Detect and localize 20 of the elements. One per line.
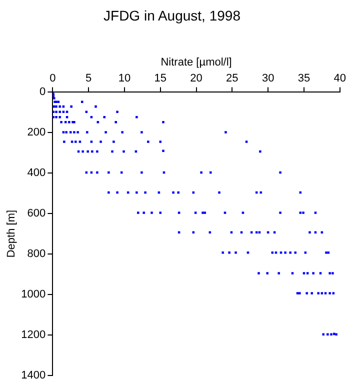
y-tick-label: 1000 xyxy=(21,288,46,301)
x-tick-label: 35 xyxy=(298,72,310,85)
x-tick-label: 40 xyxy=(334,72,346,85)
x-tick-label: 30 xyxy=(262,72,274,85)
y-tick-label: 0 xyxy=(40,86,46,98)
x-tick-label: 25 xyxy=(226,72,238,85)
y-tick-label: 1200 xyxy=(21,328,46,341)
x-tick-label: 5 xyxy=(86,72,92,85)
chart-title: JFDG in August, 1998 xyxy=(104,7,241,24)
x-tick-label: 0 xyxy=(50,72,56,85)
x-axis-title: Nitrate [µmol/l] xyxy=(160,56,232,68)
x-tick-label: 20 xyxy=(190,72,202,85)
y-tick-label: 800 xyxy=(27,248,46,260)
x-tick-label: 10 xyxy=(118,72,131,85)
x-tick-label: 15 xyxy=(154,72,166,85)
y-tick-label: 200 xyxy=(27,126,46,139)
y-tick-label: 400 xyxy=(27,167,46,180)
y-axis-title: Depth [m] xyxy=(6,210,18,258)
y-tick-label: 600 xyxy=(27,208,46,220)
y-tick-label: 1400 xyxy=(21,369,46,382)
